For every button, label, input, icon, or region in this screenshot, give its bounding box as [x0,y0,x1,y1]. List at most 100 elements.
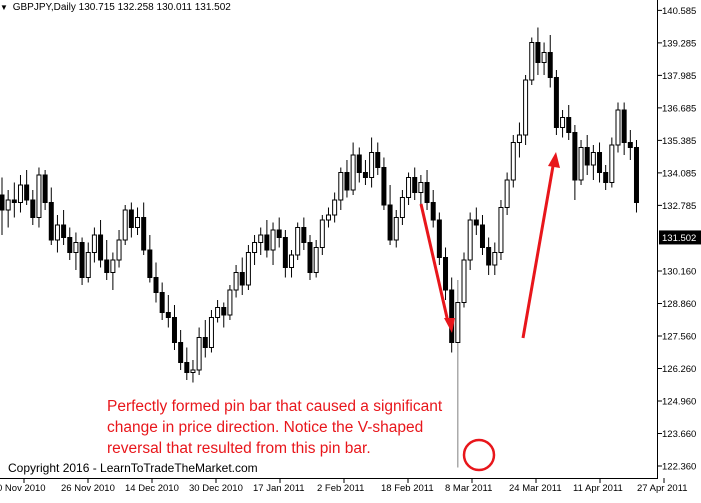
candle-body-bearish [147,249,153,278]
candle-body-bullish [54,224,60,241]
candle-body-bearish [307,242,313,273]
candle [196,327,202,375]
candle [147,235,153,283]
candle [504,172,510,215]
candle [276,217,282,248]
candle [430,190,436,228]
candle [17,175,23,213]
candle-body-bearish [11,199,17,203]
candle [307,235,313,280]
candle-body-bullish [227,289,233,316]
up-arrow-head [548,152,560,168]
candle-body-bullish [332,199,338,216]
down-arrow-shaft [419,203,450,323]
candle-body-bullish [73,242,79,253]
down-arrow-head [444,318,455,333]
annotation-line-3: reversal that resulted from this pin bar… [107,440,371,457]
candle [190,360,196,383]
candle-body-bearish [202,337,208,348]
candle-body-bullish [208,317,214,348]
candle [67,227,73,260]
candle-body-bullish [295,227,301,256]
candle [122,205,128,245]
candle-body-bullish [5,199,11,211]
candle [492,242,498,275]
candle-body-bullish [541,52,547,63]
candle [325,207,331,228]
candle-body-bullish [369,152,375,178]
annotation-line-2: change in price direction. Notice the V-… [107,419,424,436]
candle [0,177,5,235]
candle [233,265,239,298]
candle-body-bullish [590,152,596,166]
candle-body-bearish [79,242,85,278]
candle [73,232,79,270]
candle-body-bearish [141,217,147,251]
candle [110,252,116,290]
candle-body-bearish [67,237,73,253]
y-tick-label: 135.385 [662,136,696,147]
candle [165,295,171,328]
candle-body-bullish [319,219,325,248]
candle-body-bullish [529,42,535,81]
candle-body-bearish [449,289,455,343]
candle [535,27,541,75]
candle [609,137,615,188]
candle-body-bullish [325,214,331,221]
candle-body-bearish [30,199,36,218]
candle [387,185,393,245]
y-tick-label: 122.360 [662,462,696,473]
candle [128,202,134,238]
candle [36,167,42,228]
candle-body-bearish [171,317,177,343]
candle-body-bullish [560,117,566,128]
candle [436,212,442,265]
candle-body-bearish [128,209,134,228]
candle [443,247,449,300]
candle [295,222,301,260]
candle-body-bullish [258,234,264,243]
candle-body-bearish [387,204,393,241]
candle-body-bullish [498,207,504,253]
candle-body-bullish [609,144,615,183]
candle [171,305,177,350]
candle [208,310,214,353]
candle-body-bearish [424,182,430,203]
candle [104,240,110,280]
candle-body-bullish [91,234,97,253]
candle-body-bullish [252,242,258,253]
candle [362,160,368,185]
candle [202,320,208,358]
candle [54,215,60,253]
candle-body-bearish [547,52,553,78]
candle [566,105,572,140]
y-tick-label: 137.985 [662,71,696,82]
x-tick-label: 0 Nov 2010 [0,483,46,494]
candle [5,190,11,228]
candle-body-bullish [399,197,405,218]
symbol-name: GBPJPY,Daily [12,2,76,13]
candle-body-bullish [393,217,399,241]
candle-body-bullish [492,252,498,266]
candle-body-bearish [42,174,48,203]
candle [252,235,258,265]
candle-body-bullish [338,172,344,201]
candle-body-bearish [486,247,492,266]
candle [258,227,264,255]
candle [523,75,529,145]
candle [498,200,504,260]
candle-body-bearish [301,227,307,243]
candle [350,142,356,195]
y-tick-label: 123.660 [662,429,696,440]
candle-body-bearish [264,234,270,251]
candle-body-bearish [621,109,627,143]
candle [412,167,418,200]
candle-body-bullish [350,154,356,191]
candle-body-bullish [504,179,510,208]
candle-body-bearish [627,142,633,148]
candle [578,140,584,185]
candle [590,145,596,180]
candle-body-bearish [603,172,609,183]
candle-body-bearish [48,202,54,241]
